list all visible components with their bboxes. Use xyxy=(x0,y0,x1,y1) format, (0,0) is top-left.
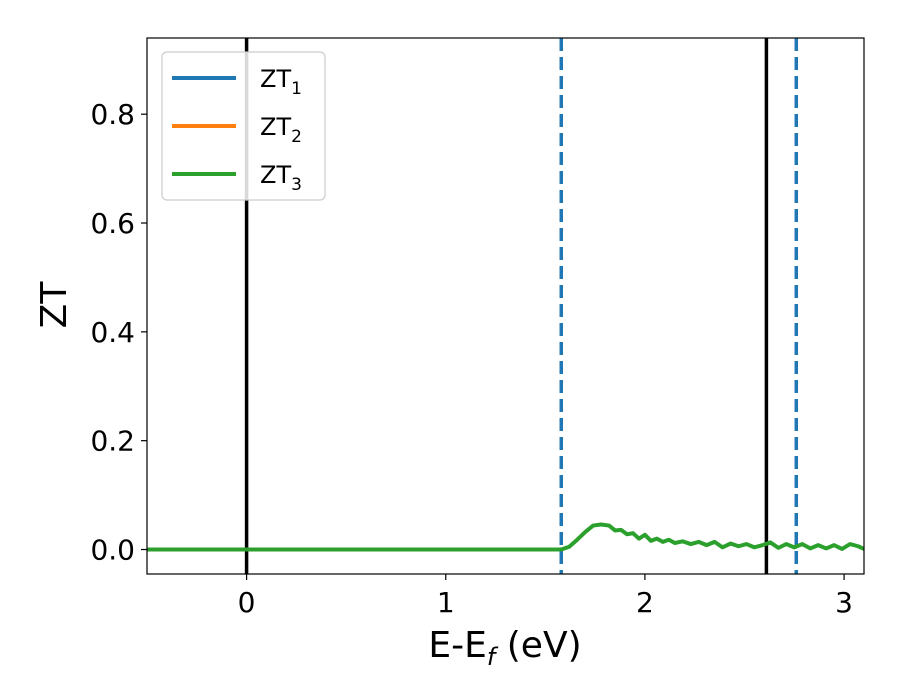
y-tick-label-0.0: 0.0 xyxy=(90,534,135,567)
x-tick-label-2: 2 xyxy=(636,586,654,619)
plot-frame xyxy=(146,37,865,575)
legend-label-main: ZT xyxy=(260,161,291,189)
legend-label-zt2: ZT2 xyxy=(260,113,302,147)
x-tick-label-1: 1 xyxy=(437,586,455,619)
y-tick-label-0.4: 0.4 xyxy=(90,316,135,349)
legend-label-main: ZT xyxy=(260,113,291,141)
legend-label-zt3: ZT3 xyxy=(260,161,302,195)
series-line-zt3 xyxy=(147,522,864,552)
legend-label-sub: 3 xyxy=(291,175,302,195)
x-axis-title-tail: (eV) xyxy=(495,625,581,666)
y-tick-label-0.6: 0.6 xyxy=(90,207,135,240)
y-tick-label-0.8: 0.8 xyxy=(90,98,135,131)
y-tick-label-0.2: 0.2 xyxy=(90,425,135,458)
legend-label-sub: 2 xyxy=(291,127,302,147)
axes: 0 1 2 3 0.0 0.2 0.4 0.6 0.8 xyxy=(90,37,865,619)
x-tick-label-3: 3 xyxy=(835,586,853,619)
y-axis-title: ZT xyxy=(34,281,75,329)
x-axis-title-main: E-E xyxy=(428,625,486,666)
x-axis-title: E-Ef (eV) xyxy=(428,625,581,671)
legend-box xyxy=(161,51,326,201)
legend-label-zt1: ZT1 xyxy=(260,65,302,99)
legend-label-main: ZT xyxy=(260,65,291,93)
x-tick-label-0: 0 xyxy=(238,586,256,619)
legend-label-sub: 1 xyxy=(291,79,302,99)
